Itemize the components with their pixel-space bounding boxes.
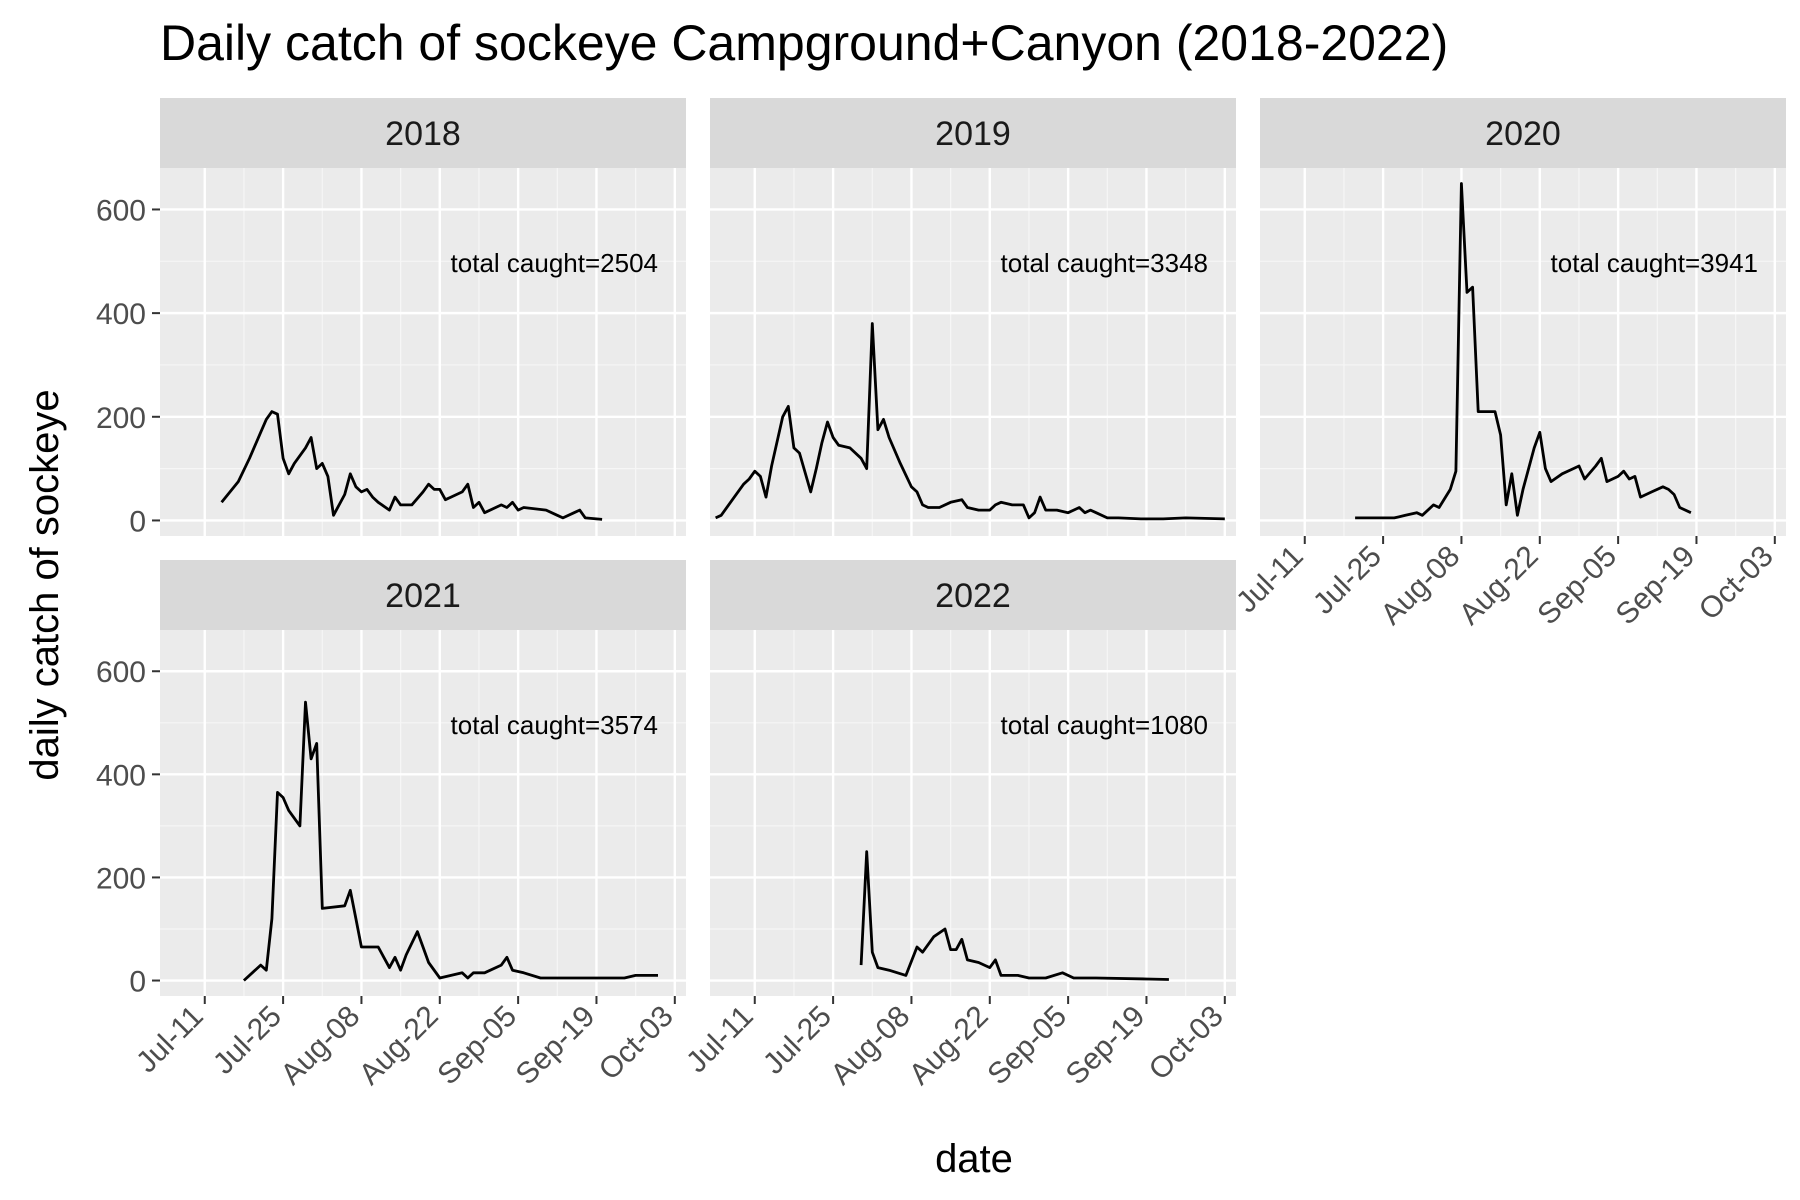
x-tick-label: Jul-11 [680,1000,760,1080]
major-gridlines [160,630,686,996]
minor-gridlines [160,168,686,536]
x-tick-label: Sep-05 [1531,540,1623,632]
facet-panel-2021: 20210200400600Jul-11Jul-25Aug-08Aug-22Se… [96,560,686,1091]
series-line-2019 [715,322,1225,521]
panel-background [710,168,1236,536]
x-tick-label: Aug-22 [353,1000,445,1092]
y-tick-label: 200 [96,402,146,435]
facet-strip-2019 [710,98,1236,168]
x-tick-label: Jul-11 [1230,540,1310,620]
facet-strip-label-2018: 2018 [385,115,461,153]
major-gridlines [710,168,1236,536]
facet-strip-label-2021: 2021 [385,577,461,615]
x-tick-label: Aug-08 [275,1000,367,1092]
panel-background [160,630,686,996]
x-axis-label: date [935,1137,1013,1181]
facet-strip-2022 [710,560,1236,630]
x-tick-label: Oct-03 [1693,540,1780,627]
major-gridlines [160,168,686,536]
total-caught-annotation-2019: total caught=3348 [1001,248,1208,278]
facet-panel-2022: 2022Jul-11Jul-25Aug-08Aug-22Sep-05Sep-19… [680,560,1236,1091]
series-line-2020 [1355,182,1692,520]
y-tick-label: 0 [129,505,146,538]
panel-background [160,168,686,536]
y-axis-label: daily catch of sockeye [23,389,67,780]
facet-strip-label-2022: 2022 [935,577,1011,615]
minor-gridlines [710,168,1236,536]
facet-strip-label-2019: 2019 [935,115,1011,153]
y-tick-label: 400 [96,298,146,331]
facet-strip-2021 [160,560,686,630]
facet-panel-2020: 2020Jul-11Jul-25Aug-08Aug-22Sep-05Sep-19… [1230,98,1786,631]
minor-gridlines [160,630,686,996]
total-caught-annotation-2018: total caught=2504 [451,248,658,278]
series-line-2021 [242,700,658,982]
x-tick-label: Sep-19 [1610,540,1702,632]
total-caught-annotation-2020: total caught=3941 [1551,248,1758,278]
x-tick-label: Aug-22 [903,1000,995,1092]
x-tick-label: Aug-08 [1375,540,1467,632]
chart-title: Daily catch of sockeye Campground+Canyon… [160,15,1449,71]
y-tick-label: 600 [96,194,146,227]
x-tick-label: Sep-05 [981,1000,1073,1092]
x-tick-label: Sep-19 [510,1000,602,1092]
panel-background [1260,168,1786,536]
x-tick-label: Jul-11 [130,1000,210,1080]
panel-background [710,630,1236,996]
major-gridlines [1260,168,1786,536]
series-line-2018 [220,410,603,521]
y-tick-label: 600 [96,656,146,689]
facet-strip-2020 [1260,98,1786,168]
y-tick-label: 400 [96,759,146,792]
x-tick-label: Oct-03 [593,1000,680,1087]
minor-gridlines [1260,168,1786,536]
facet-strip-label-2020: 2020 [1485,115,1561,153]
y-tick-label: 0 [129,966,146,999]
x-tick-label: Oct-03 [1143,1000,1230,1087]
facet-panel-2019: 2019 total caught=3348 [710,98,1236,536]
x-tick-label: Aug-08 [825,1000,917,1092]
facet-strip-2018 [160,98,686,168]
x-tick-label: Sep-05 [431,1000,523,1092]
major-gridlines [710,630,1236,996]
series-line-2022 [859,850,1169,981]
x-tick-label: Aug-22 [1453,540,1545,632]
x-tick-label: Sep-19 [1060,1000,1152,1092]
total-caught-annotation-2021: total caught=3574 [451,710,658,740]
total-caught-annotation-2022: total caught=1080 [1001,710,1208,740]
facet-panel-2018: 2018 0 200 400 600 total caught=2504 [96,98,686,538]
y-tick-label: 200 [96,862,146,895]
